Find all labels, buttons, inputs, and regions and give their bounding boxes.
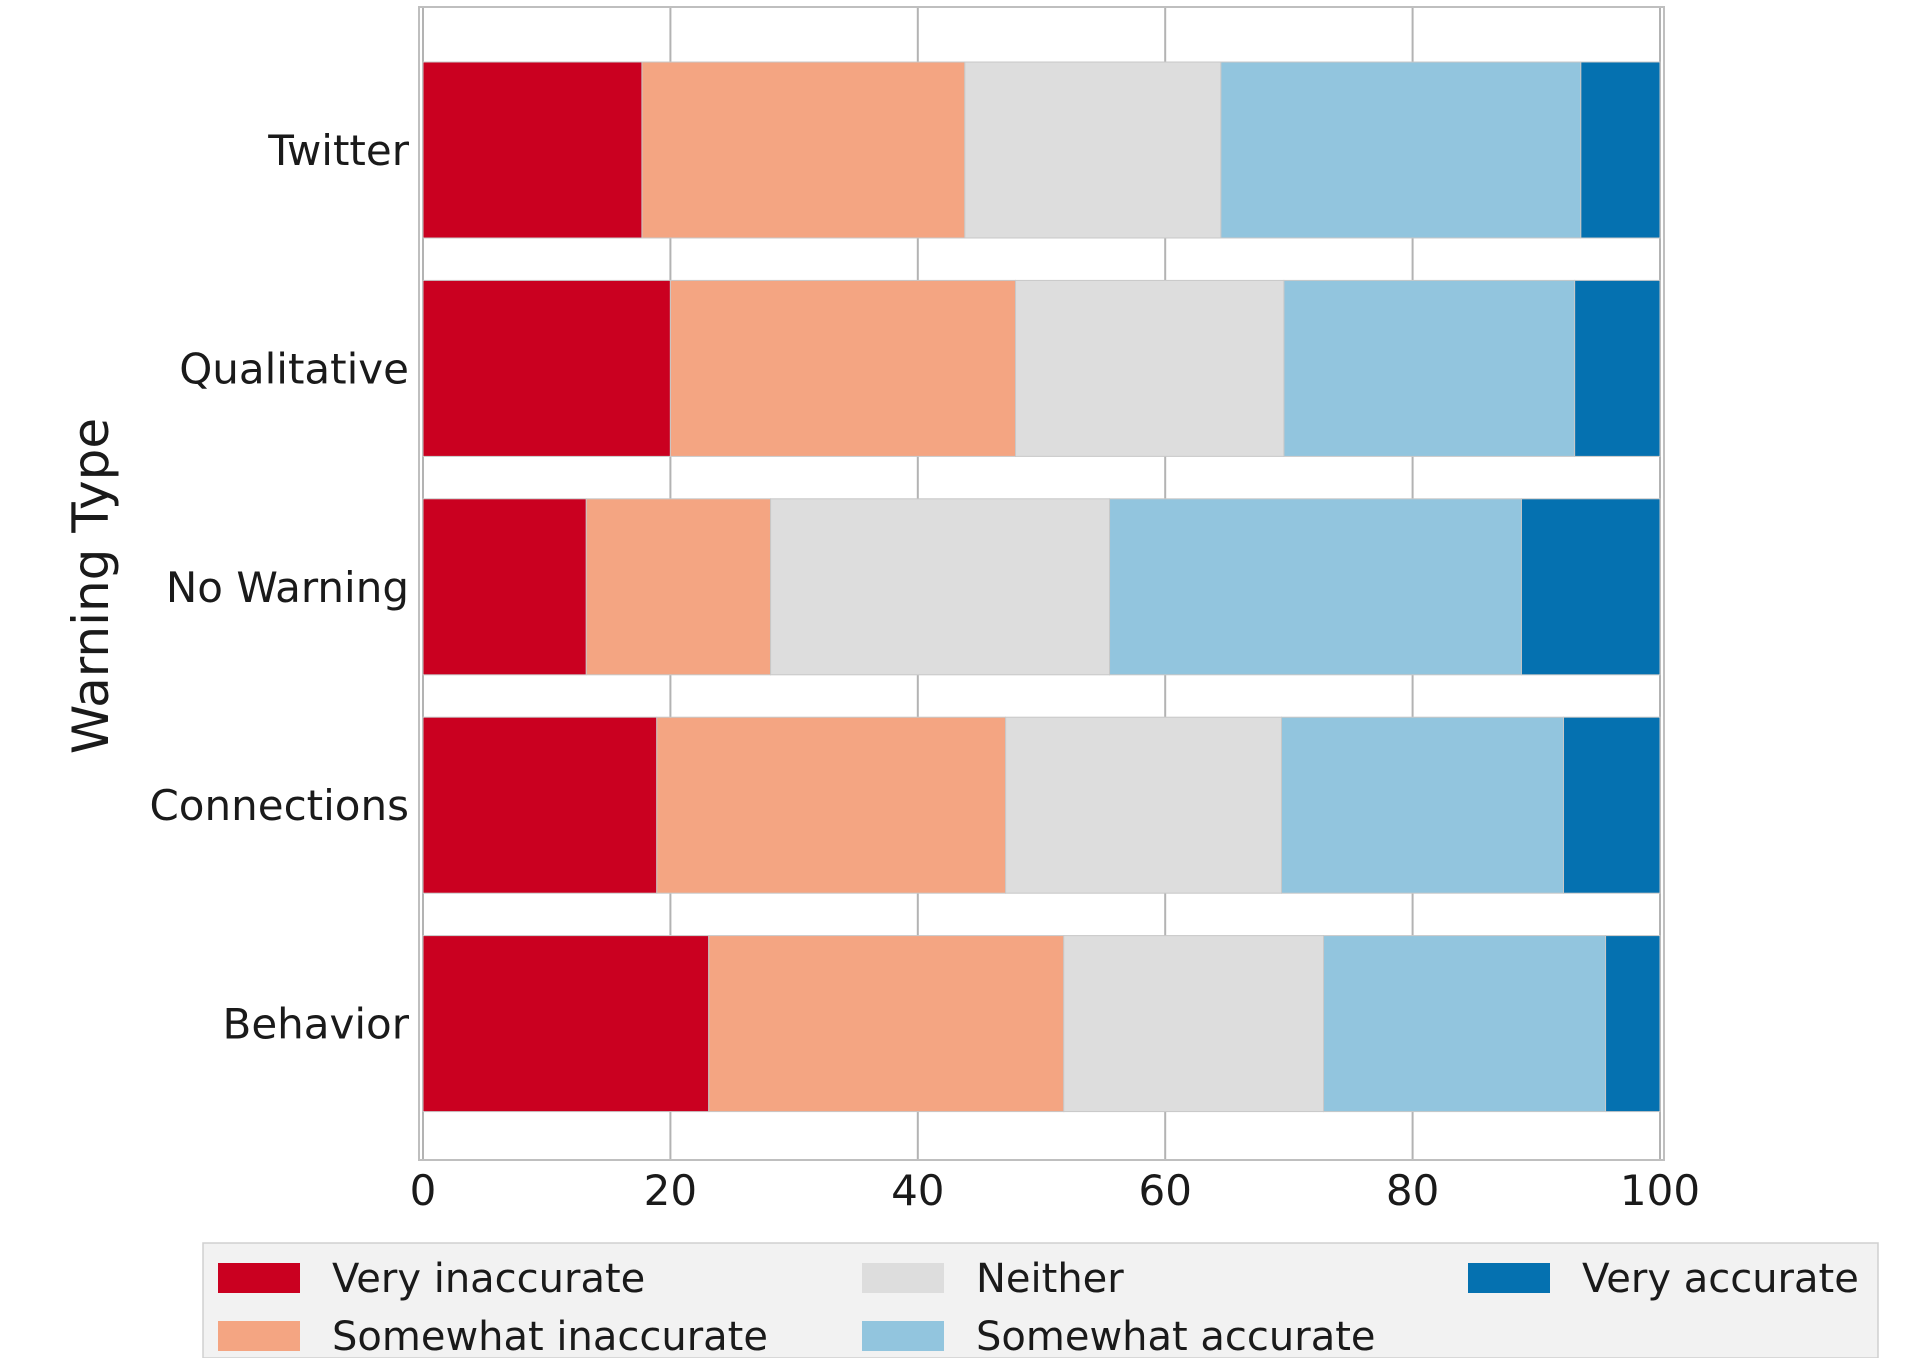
bars (422, 61, 1661, 1113)
bar-segment (422, 279, 671, 457)
x-tick-label: 100 (1620, 1166, 1700, 1215)
y-axis-label: Warning Type (62, 418, 120, 754)
x-tick-label: 20 (644, 1166, 697, 1215)
bar-segment (1574, 279, 1661, 457)
bar-segment (1283, 279, 1576, 457)
y-tick-label: Twitter (267, 126, 409, 175)
x-tick-label: 80 (1386, 1166, 1439, 1215)
legend-box (202, 1242, 1879, 1358)
bar-segment (1280, 716, 1565, 894)
x-tick-label: 60 (1138, 1166, 1191, 1215)
bar-segment (422, 61, 643, 239)
legend-swatch (862, 1321, 944, 1351)
legend-label: Neither (976, 1256, 1124, 1302)
y-axis-ticks: Twitter Qualitative No Warning Connections B… (149, 126, 409, 1049)
y-tick-label: Connections (149, 781, 409, 830)
bar-segment (1220, 61, 1582, 239)
bar-segment (708, 935, 1065, 1113)
bar-segment (1563, 716, 1661, 894)
bar-segment (641, 61, 966, 239)
y-tick-label: Behavior (223, 1000, 410, 1049)
bar-segment (422, 498, 587, 676)
legend: Very inaccurate Somewhat inaccurate Neithe… (202, 1242, 1879, 1358)
bar-segment (1005, 716, 1282, 894)
legend-swatch (218, 1321, 300, 1351)
bar-segment (422, 716, 658, 894)
bar-segment (1323, 935, 1607, 1113)
legend-label: Very inaccurate (332, 1256, 645, 1302)
bar-segment (1063, 935, 1325, 1113)
bar-segment (422, 935, 710, 1113)
bar-segment (1015, 279, 1285, 457)
plot-frame (418, 6, 1665, 1161)
bar-segment (1109, 498, 1522, 676)
bar-segment (669, 279, 1017, 457)
y-tick-label: No Warning (166, 563, 409, 612)
bar-segment (1580, 61, 1661, 239)
x-axis-ticks: 0 20 40 60 80 100 (410, 1166, 1700, 1215)
bar-segment (585, 498, 772, 676)
bar-segment (770, 498, 1111, 676)
legend-swatch (862, 1263, 944, 1293)
legend-swatch (218, 1263, 300, 1293)
legend-label: Somewhat accurate (976, 1314, 1376, 1358)
bar-segment (1605, 935, 1661, 1113)
bar-segment (1520, 498, 1661, 676)
y-tick-label: Qualitative (179, 344, 409, 393)
bar-segment (656, 716, 1007, 894)
legend-label: Somewhat inaccurate (332, 1314, 768, 1358)
legend-label: Very accurate (1582, 1256, 1859, 1302)
x-tick-label: 0 (410, 1166, 437, 1215)
legend-swatch (1468, 1263, 1550, 1293)
bar-segment (964, 61, 1222, 239)
x-tick-label: 40 (891, 1166, 944, 1215)
